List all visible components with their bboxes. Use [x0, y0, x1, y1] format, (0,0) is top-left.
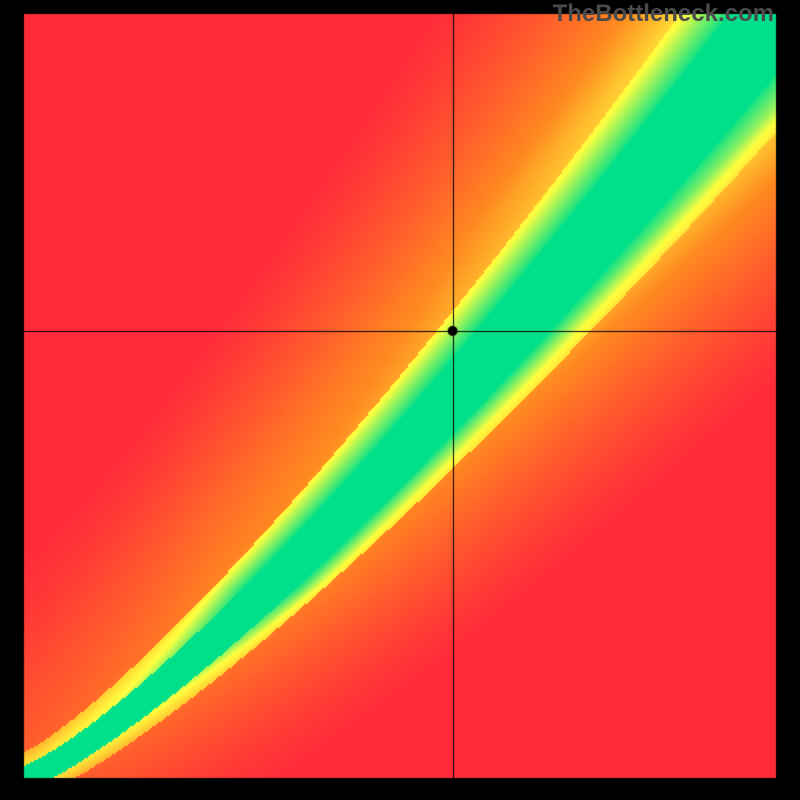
bottleneck-heatmap — [0, 0, 800, 800]
chart-frame: TheBottleneck.com — [0, 0, 800, 800]
watermark-text: TheBottleneck.com — [553, 0, 774, 28]
